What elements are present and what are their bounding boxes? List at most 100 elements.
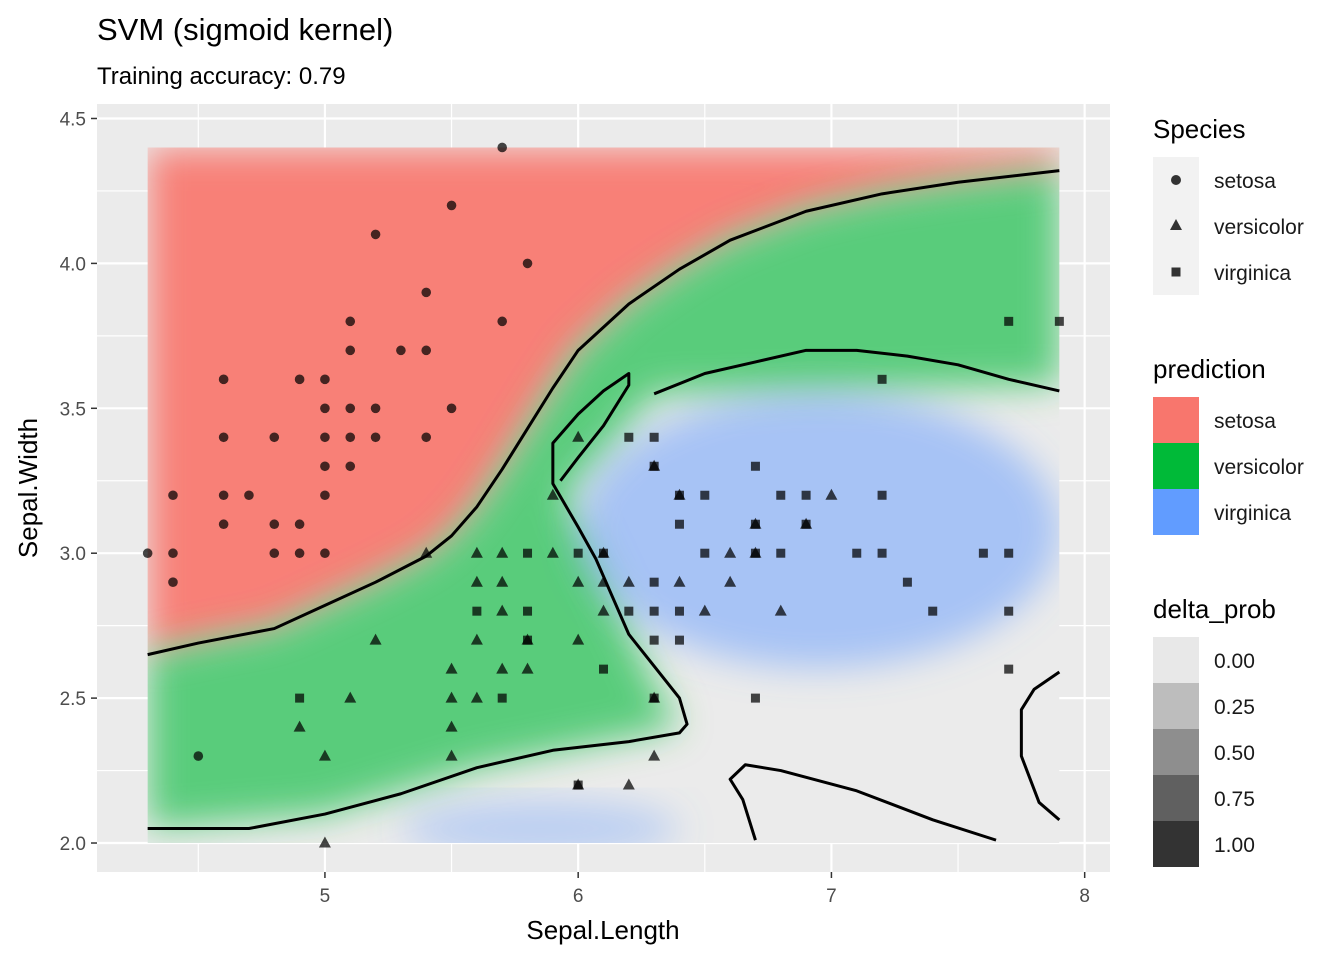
point-setosa [320, 461, 330, 472]
point-virginica [750, 519, 760, 529]
point-versicolor [648, 749, 661, 761]
field-setosa [147, 147, 1060, 655]
point-setosa [218, 490, 229, 501]
legend-species-title: Species [1153, 114, 1246, 144]
point-versicolor [470, 691, 483, 703]
point-virginica [624, 606, 634, 616]
point-virginica [852, 548, 862, 558]
y-tick-label: 2.5 [60, 689, 86, 710]
point-setosa [168, 548, 178, 559]
point-versicolor [622, 575, 635, 587]
point-virginica [599, 664, 608, 674]
point-versicolor [724, 575, 737, 587]
point-virginica [700, 490, 710, 500]
point-setosa [446, 403, 457, 414]
point-virginica [523, 606, 533, 616]
point-virginica [674, 519, 684, 529]
decision-boundary [653, 348, 1060, 396]
point-virginica [523, 548, 533, 558]
point-setosa [244, 490, 254, 501]
point-virginica [978, 548, 988, 558]
legend-prediction-label: setosa [1214, 410, 1276, 433]
x-axis-label: Sepal.Length [526, 915, 679, 945]
point-virginica [776, 548, 786, 558]
point-versicolor [825, 488, 838, 500]
point-setosa [218, 519, 229, 530]
legend-square-icon [1171, 267, 1181, 277]
legend-prediction-item: setosa [1153, 397, 1276, 443]
legend-delta-item: 0.25 [1153, 683, 1255, 729]
legend-delta-item: 0.75 [1153, 775, 1255, 821]
x-tick-label: 6 [573, 886, 584, 907]
point-virginica [1004, 548, 1014, 558]
point-virginica [877, 548, 887, 558]
point-versicolor [293, 720, 306, 732]
point-virginica [750, 461, 760, 471]
legend-species-label: setosa [1214, 170, 1276, 193]
point-versicolor [445, 749, 458, 761]
point-virginica [472, 606, 482, 616]
legend-species-label: virginica [1214, 262, 1291, 285]
point-virginica [649, 461, 659, 471]
point-virginica [700, 548, 710, 558]
point-setosa [320, 374, 330, 385]
field-virginica [578, 392, 1060, 668]
point-setosa [142, 548, 153, 559]
legend-delta-label: 0.25 [1214, 696, 1255, 719]
point-versicolor [496, 662, 509, 674]
point-setosa [497, 316, 508, 327]
point-virginica [1054, 316, 1064, 326]
point-setosa [193, 751, 204, 761]
point-virginica [674, 635, 684, 645]
point-versicolor [698, 604, 711, 616]
point-virginica [750, 548, 760, 558]
point-versicolor [420, 546, 433, 558]
point-versicolor [496, 575, 509, 587]
legend-delta-swatch [1153, 683, 1199, 729]
point-versicolor [470, 633, 483, 645]
point-setosa [370, 432, 381, 443]
y-tick-label: 3.5 [60, 399, 86, 420]
legend-species-item: versicolor [1170, 216, 1304, 239]
legend-prediction-item: virginica [1153, 489, 1291, 535]
point-virginica [649, 606, 659, 616]
point-virginica [801, 519, 811, 529]
point-virginica [877, 490, 887, 500]
chart-subtitle: Training accuracy: 0.79 [97, 63, 346, 90]
y-axis: 2.0 2.5 3.0 3.5 4.0 4.5 [60, 109, 97, 855]
decision-boundary [1019, 670, 1061, 821]
point-setosa [294, 519, 305, 530]
point-virginica [877, 374, 887, 384]
point-setosa [345, 403, 356, 414]
legend-delta-item: 0.00 [1153, 637, 1255, 683]
point-virginica [649, 635, 659, 645]
point-versicolor [445, 691, 458, 703]
point-virginica [649, 693, 659, 703]
legend-delta-label: 0.00 [1214, 650, 1255, 673]
point-setosa [320, 432, 330, 443]
point-versicolor [546, 488, 559, 500]
point-setosa [218, 374, 229, 385]
legend-delta-swatch [1153, 637, 1199, 683]
x-tick-label: 7 [826, 886, 837, 907]
point-virginica [295, 693, 305, 703]
legend-delta-label: 0.50 [1214, 742, 1255, 765]
legend-prediction-title: prediction [1153, 354, 1266, 384]
point-virginica [573, 780, 583, 790]
legend-circle-icon [1171, 175, 1181, 185]
point-setosa [294, 548, 305, 559]
legend-delta-prob: delta_prob 0.00 0.25 0.50 0.75 1.00 [1153, 594, 1276, 867]
legend-species: Species setosa versicolor virginica [1153, 114, 1304, 295]
point-virginica [1004, 606, 1014, 616]
legend-delta-item: 0.50 [1153, 729, 1255, 775]
point-setosa [269, 519, 280, 530]
point-setosa [421, 432, 432, 443]
legend-triangle-icon [1170, 219, 1182, 230]
decision-boundary [728, 763, 997, 842]
legend-prediction: prediction setosa versicolor virginica [1153, 354, 1304, 535]
point-versicolor [572, 633, 585, 645]
point-versicolor [622, 778, 635, 790]
point-setosa [269, 548, 280, 559]
legend-delta-title: delta_prob [1153, 594, 1276, 624]
point-versicolor [496, 604, 509, 616]
